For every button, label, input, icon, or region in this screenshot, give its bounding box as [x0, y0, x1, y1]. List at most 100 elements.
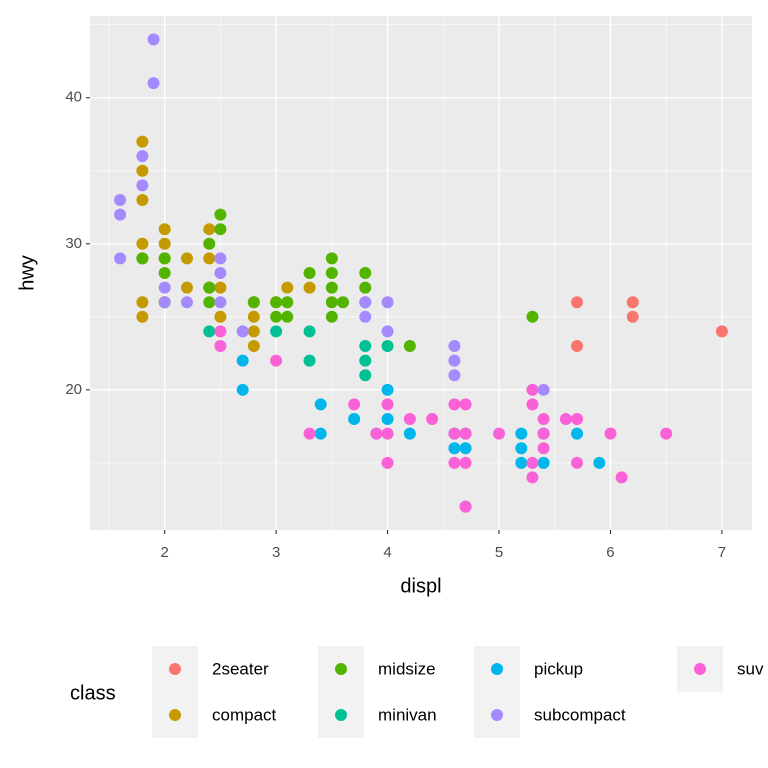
point — [537, 427, 550, 440]
point — [114, 208, 127, 221]
point — [448, 456, 461, 469]
point — [325, 281, 338, 294]
point — [236, 354, 249, 367]
x-tick-label: 6 — [606, 544, 614, 561]
point — [381, 456, 394, 469]
point — [203, 252, 216, 265]
point — [593, 456, 606, 469]
point — [381, 413, 394, 426]
point — [381, 340, 394, 353]
point — [214, 223, 227, 236]
point — [571, 413, 584, 426]
point — [325, 252, 338, 265]
legend-title: class — [70, 682, 116, 704]
legend-label: pickup — [534, 659, 583, 678]
point — [515, 442, 528, 455]
x-tick-label: 5 — [495, 544, 503, 561]
point — [381, 383, 394, 396]
legend-label: minivan — [378, 705, 437, 724]
point — [136, 164, 149, 177]
y-tick-label: 20 — [65, 381, 82, 398]
point — [359, 296, 372, 309]
point — [615, 471, 628, 484]
legend-label: subcompact — [534, 705, 626, 724]
point — [270, 354, 283, 367]
point — [459, 456, 472, 469]
point — [448, 398, 461, 411]
point — [136, 179, 149, 192]
point — [136, 252, 149, 265]
legend-label: compact — [212, 705, 277, 724]
point — [537, 442, 550, 455]
point — [626, 310, 639, 323]
point — [571, 427, 584, 440]
point — [571, 456, 584, 469]
y-axis-title: hwy — [16, 255, 38, 291]
point — [158, 252, 171, 265]
legend-label: midsize — [378, 659, 436, 678]
point — [381, 427, 394, 440]
point — [314, 398, 327, 411]
point — [136, 310, 149, 323]
point — [180, 296, 193, 309]
point — [214, 325, 227, 338]
point — [158, 267, 171, 279]
point — [303, 281, 316, 294]
point — [359, 354, 372, 367]
point — [526, 471, 539, 484]
point — [559, 413, 572, 426]
point — [660, 427, 673, 440]
point — [180, 252, 193, 265]
point — [459, 398, 472, 411]
point — [303, 267, 316, 279]
point — [325, 267, 338, 279]
point — [359, 340, 372, 353]
legend-symbol — [491, 663, 503, 675]
point — [526, 398, 539, 411]
point — [515, 427, 528, 440]
point — [537, 413, 550, 426]
point — [515, 456, 528, 469]
point — [359, 310, 372, 323]
point — [526, 456, 539, 469]
legend-symbol — [335, 663, 347, 675]
point — [214, 310, 227, 323]
legend-label: 2seater — [212, 659, 269, 678]
point — [247, 310, 260, 323]
point — [403, 427, 416, 440]
y-tick-label: 40 — [65, 89, 82, 106]
point — [214, 267, 227, 279]
point — [626, 296, 639, 309]
legend-label: suv — [737, 659, 764, 678]
point — [381, 398, 394, 411]
point — [325, 310, 338, 323]
point — [403, 340, 416, 353]
legend-symbol — [169, 663, 181, 675]
point — [348, 413, 361, 426]
point — [303, 354, 316, 367]
point — [359, 267, 372, 279]
legend-symbol — [169, 709, 181, 721]
x-tick-label: 4 — [383, 544, 391, 561]
point — [247, 340, 260, 353]
point — [236, 325, 249, 338]
point — [136, 135, 149, 148]
point — [281, 310, 294, 323]
point — [493, 427, 506, 440]
point — [281, 296, 294, 309]
point — [537, 456, 550, 469]
point — [537, 383, 550, 396]
x-tick-label: 2 — [160, 544, 168, 561]
point — [314, 427, 327, 440]
point — [426, 413, 439, 426]
point — [459, 500, 472, 513]
point — [214, 281, 227, 294]
point — [158, 281, 171, 294]
point — [359, 369, 372, 382]
point — [715, 325, 728, 338]
point — [136, 237, 149, 250]
point — [147, 77, 160, 90]
point — [381, 325, 394, 338]
point — [180, 281, 193, 294]
